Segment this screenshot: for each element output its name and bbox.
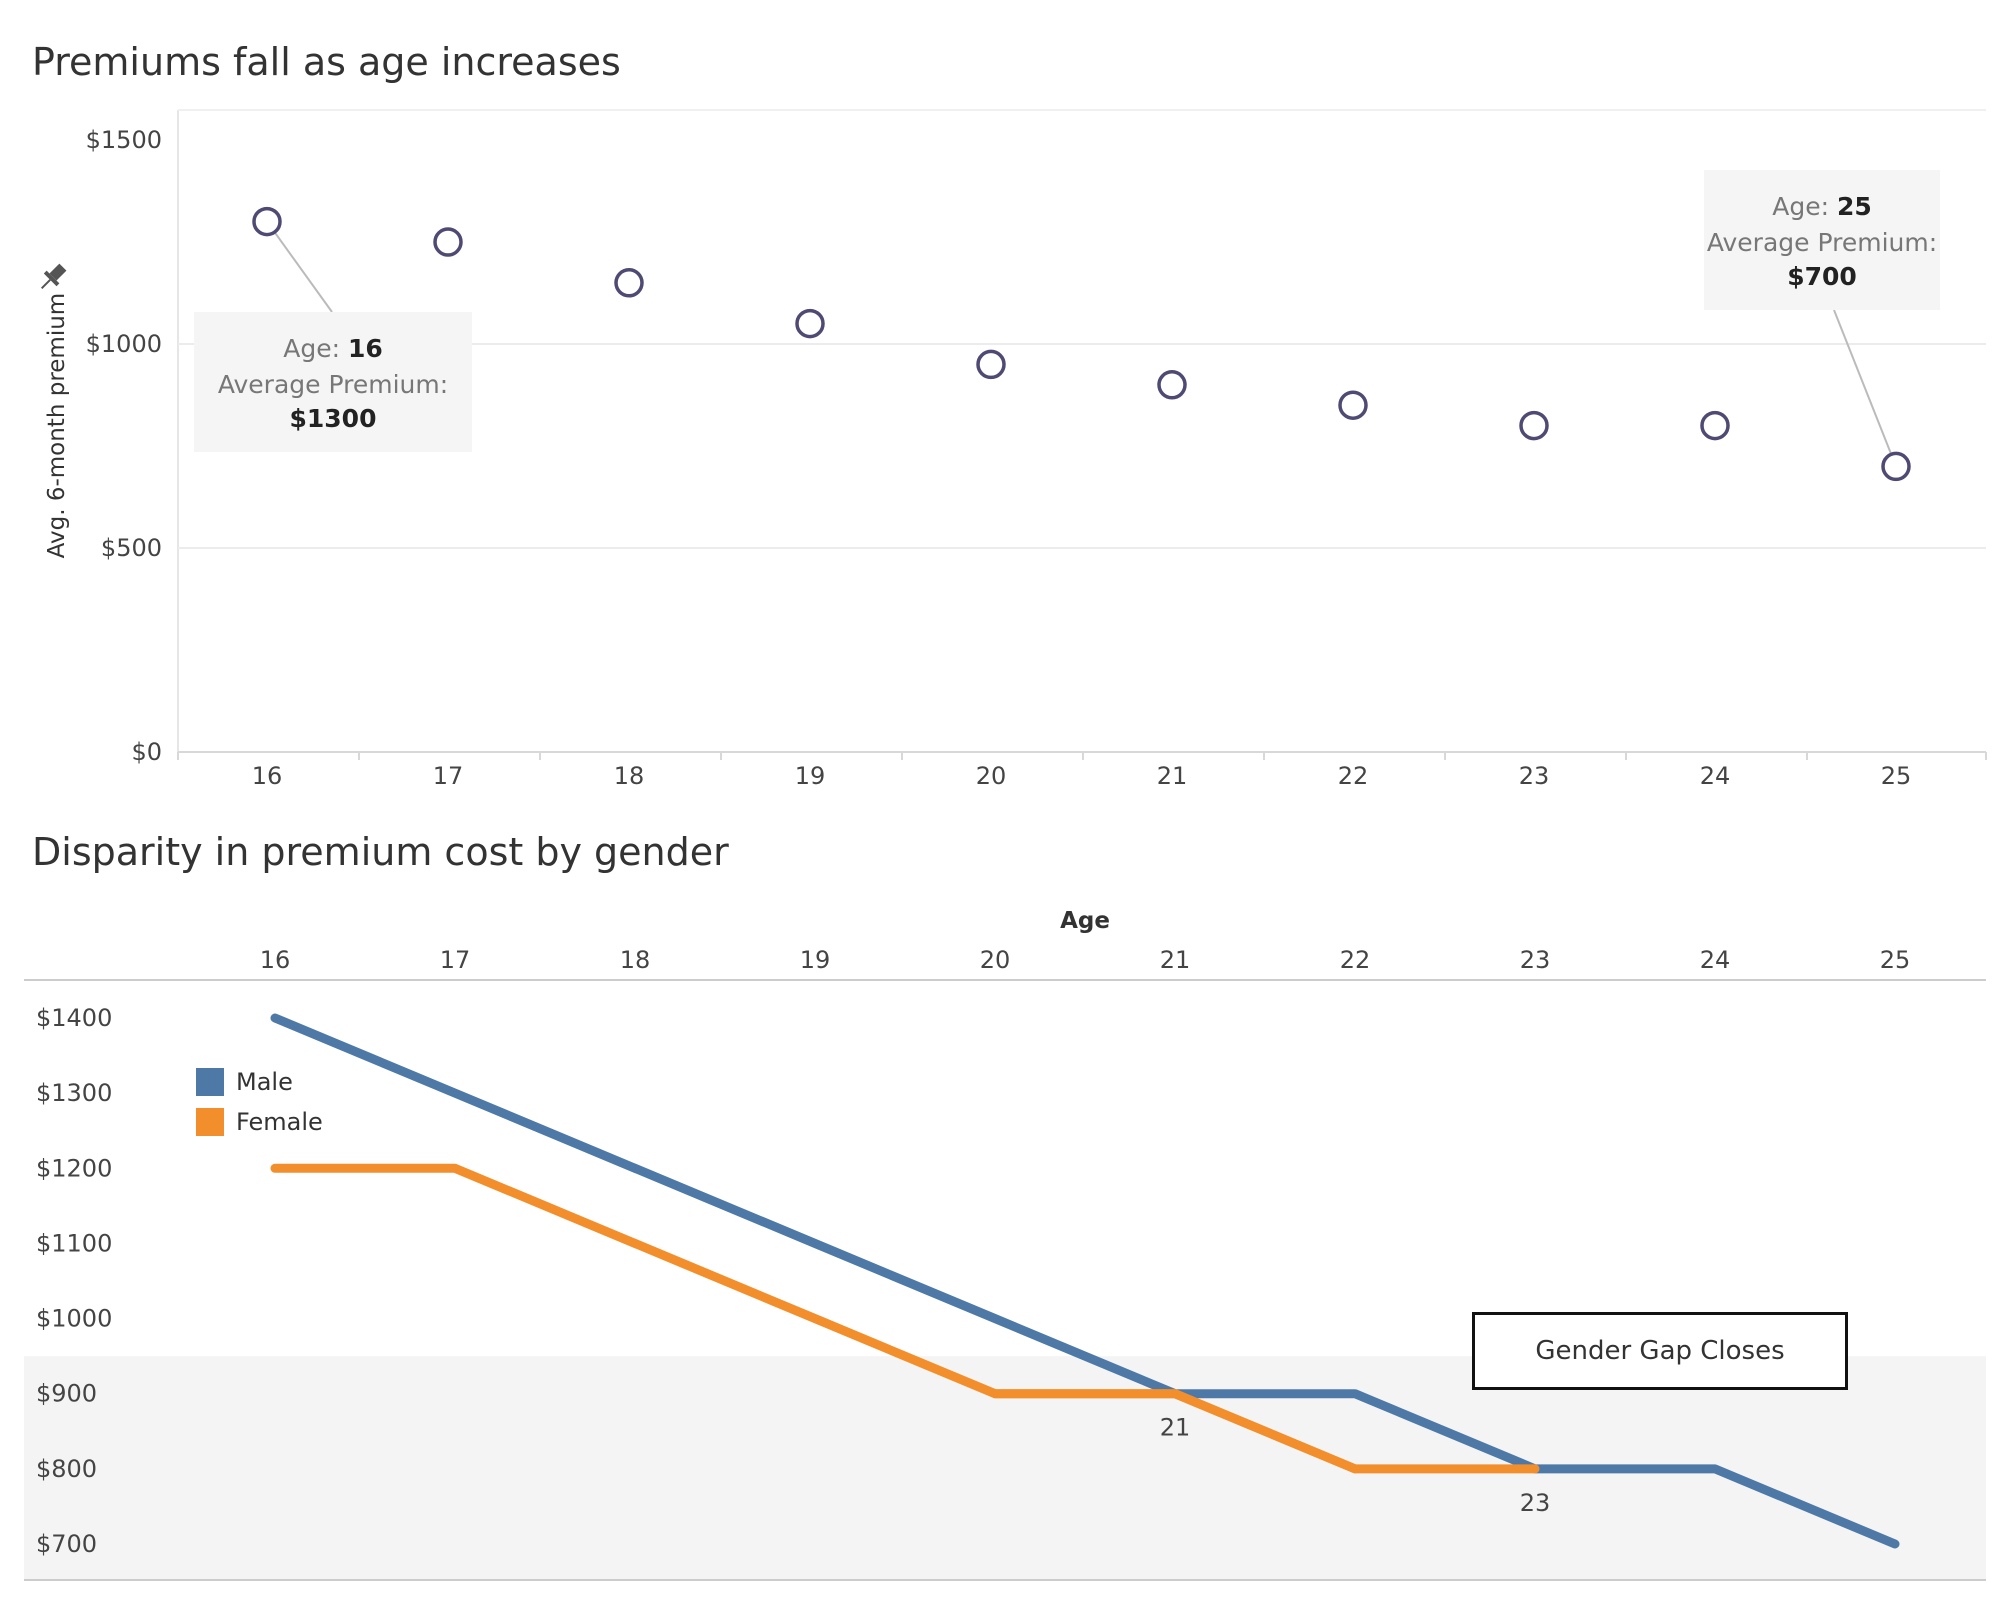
series-line-male: [270, 1013, 1900, 1549]
data-point: [1338, 390, 1368, 420]
x-tick-label: 23: [1519, 762, 1550, 790]
pin-icon-head: [49, 263, 67, 281]
x-tick-label: 24: [1700, 762, 1731, 790]
annotation-age-value: 16: [348, 334, 383, 363]
gender-gap-callout-label: Gender Gap Closes: [1535, 1336, 1785, 1366]
annotation-box: [194, 312, 472, 452]
y-tick-label: $1200: [36, 1154, 112, 1182]
point-label: 21: [1160, 1414, 1191, 1442]
data-point: [1881, 451, 1911, 482]
data-point: [433, 227, 463, 257]
pin-icon-base: [43, 270, 60, 287]
annotation-age-value: 25: [1837, 192, 1872, 221]
annotation-premium-label: Average Premium:: [1707, 228, 1937, 257]
y-tick-label: $1300: [36, 1079, 112, 1107]
data-point: [1519, 410, 1549, 441]
x-tick-label: 17: [433, 762, 464, 790]
y-tick-label: $900: [36, 1380, 97, 1408]
annotation-age-label: Age:: [1772, 192, 1837, 221]
x-tick-label: 16: [260, 946, 291, 974]
legend-label-female: Female: [236, 1108, 323, 1136]
x-tick-label: 19: [800, 946, 831, 974]
legend-swatch-female: [196, 1108, 224, 1136]
y-tick-label: $500: [101, 534, 162, 562]
data-point: [614, 268, 644, 298]
gender-gap-callout: Gender Gap Closes: [1472, 1312, 1848, 1390]
x-tick-label: 25: [1881, 762, 1912, 790]
data-point: [795, 308, 825, 339]
annotation-box: [1704, 170, 1940, 310]
data-point: [1157, 370, 1187, 400]
x-tick-label: 20: [980, 946, 1011, 974]
legend-swatch-male: [196, 1068, 224, 1096]
x-tick-label: 18: [614, 762, 645, 790]
y-tick-label: $1100: [36, 1229, 112, 1257]
x-tick-label: 24: [1700, 946, 1731, 974]
series-line-female-overlay: [990, 1389, 1360, 1474]
chart-title-premiums: Premiums fall as age increases: [32, 40, 621, 84]
x-tick-label: 20: [976, 762, 1007, 790]
point-label: 23: [1520, 1489, 1551, 1517]
x-tick-label: 22: [1338, 762, 1369, 790]
legend-item-male[interactable]: Male: [196, 1062, 323, 1102]
chart-title-disparity: Disparity in premium cost by gender: [32, 830, 729, 874]
y-axis-label: Avg. 6-month premium: [44, 293, 70, 559]
y-tick-label: $0: [131, 738, 162, 766]
annotation-leader: [266, 221, 333, 313]
data-point: [252, 206, 282, 237]
x-tick-label: 19: [795, 762, 826, 790]
x-tick-label: 21: [1157, 762, 1188, 790]
x-tick-label: 22: [1340, 946, 1371, 974]
x-tick-label: 17: [440, 946, 471, 974]
annotation-premium-value: $700: [1787, 262, 1857, 291]
annotation-age-line: Age: 25: [1772, 192, 1872, 221]
annotation-age-line: Age: 16: [283, 334, 383, 363]
y-tick-label: $700: [36, 1530, 97, 1558]
legend-label-male: Male: [236, 1068, 293, 1096]
annotation-age-label: Age:: [283, 334, 348, 363]
data-point: [1700, 410, 1730, 441]
y-tick-label: $1500: [86, 126, 162, 154]
x-tick-label: 25: [1880, 946, 1911, 974]
x-tick-label: 18: [620, 946, 651, 974]
annotation-premium-label: Average Premium:: [218, 370, 448, 399]
pin-icon: [40, 263, 67, 290]
y-tick-label: $1400: [36, 1004, 112, 1032]
y-tick-label: $800: [36, 1455, 97, 1483]
pin-icon-needle: [40, 279, 51, 290]
x-tick-label: 23: [1520, 946, 1551, 974]
scatter-chart-premiums-by-age: $1500 $1000 $500 $0 16 17 18 19 20 21 22 23 24 25 Avg.…: [40, 109, 1987, 790]
annotation-leader: [1833, 309, 1897, 467]
x-tick-label: 21: [1160, 946, 1191, 974]
legend: Male Female: [196, 1062, 323, 1142]
data-point: [976, 349, 1006, 380]
y-tick-label: $1000: [36, 1305, 112, 1333]
legend-item-female[interactable]: Female: [196, 1102, 323, 1142]
x-axis-label: Age: [1060, 908, 1110, 934]
x-tick-label: 16: [252, 762, 283, 790]
annotation-premium-value: $1300: [290, 404, 377, 433]
y-tick-label: $1000: [86, 330, 162, 358]
